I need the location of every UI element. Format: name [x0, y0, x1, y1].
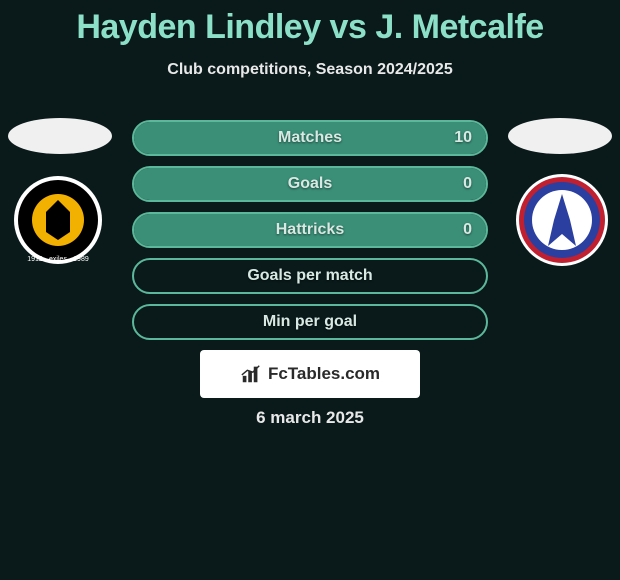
subtitle: Club competitions, Season 2024/2025 [0, 61, 620, 79]
watermark-text: FcTables.com [268, 364, 380, 384]
stat-row-goals-per-match: Goals per match [132, 258, 488, 294]
stat-label: Hattricks [276, 221, 344, 239]
player-photo-right [508, 118, 612, 154]
stat-label: Min per goal [263, 313, 357, 331]
stat-row-goals: Goals 0 [132, 166, 488, 202]
stat-label: Goals per match [247, 267, 372, 285]
page-title: Hayden Lindley vs J. Metcalfe [0, 0, 620, 47]
bar-chart-icon [240, 363, 262, 385]
stat-val-right: 0 [463, 221, 472, 239]
watermark: FcTables.com [200, 350, 420, 398]
stat-label: Goals [288, 175, 332, 193]
club-badge-left: 1912 · exiles · 1989 [8, 174, 108, 266]
stat-row-matches: Matches 10 [132, 120, 488, 156]
club-badge-right [512, 174, 612, 266]
stat-val-right: 0 [463, 175, 472, 193]
stat-row-min-per-goal: Min per goal [132, 304, 488, 340]
stats-list: Matches 10 Goals 0 Hattricks 0 Goals per… [132, 120, 488, 350]
player-photo-left [8, 118, 112, 154]
svg-text:1912 · exiles · 1989: 1912 · exiles · 1989 [27, 256, 89, 263]
stat-row-hattricks: Hattricks 0 [132, 212, 488, 248]
date-text: 6 march 2025 [0, 408, 620, 428]
stat-label: Matches [278, 129, 342, 147]
stat-val-right: 10 [454, 129, 472, 147]
